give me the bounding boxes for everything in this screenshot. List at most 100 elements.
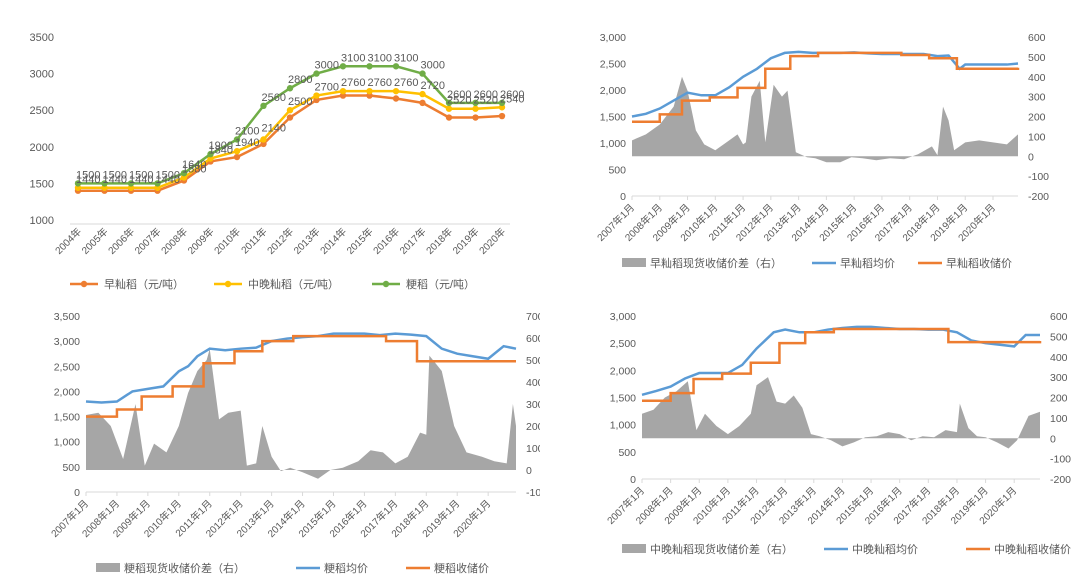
x-tick-label: 2011年 [238,225,269,256]
left-tick-label: 1,500 [54,412,80,424]
data-point [392,95,400,102]
data-label: 1500 [156,169,180,181]
right-tick-label: 500 [1050,331,1068,343]
data-point [339,87,347,95]
left-tick-label: 1,000 [54,437,80,449]
data-label: 2540 [500,93,524,105]
right-tick-label: 300 [526,399,540,411]
data-label: 2100 [235,125,259,137]
y-tick-label: 2500 [30,105,54,117]
y-tick-label: 1000 [30,215,54,227]
data-point [339,63,347,70]
data-label: 2800 [288,74,312,86]
min-price-chart: 1000 1500 2000 2500 3000 3500 2004年 2005年 2006年 2… [0,0,540,300]
legend-marker [382,280,390,288]
data-point [472,105,479,112]
left-tick-label: 2,500 [610,338,636,350]
right-tick-label: 0 [1050,433,1056,445]
right-tick-label: 0 [526,465,532,477]
data-point [445,105,453,112]
left-tick-label: 2,500 [54,361,80,373]
data-point [207,150,214,158]
y-tick-label: 3500 [30,32,54,44]
data-point [339,92,347,99]
left-tick-label: 0 [620,191,626,203]
x-tick-label: 2019年 [450,225,482,257]
legend-label: 早籼稻收储价 [946,256,1012,270]
right-tick-label: 600 [1028,32,1046,44]
left-tick-label: 1,000 [610,420,636,432]
data-label: 1500 [129,169,153,181]
right-tick-label: 500 [1028,52,1046,64]
spread-area [632,76,1018,163]
legend-marker [80,280,88,288]
data-point [445,114,453,121]
left-tick-label: 3,000 [54,336,80,348]
midlate-rice-combo-chart: 0 500 1,000 1,500 2,000 2,500 3,000 -200 -100 0 10… [604,311,1071,556]
early-rice-combo-chart: 0 500 1,000 1,500 2,000 2,500 3,000 -200 -100 0 10… [594,32,1049,270]
data-point [472,99,479,107]
data-point [498,104,506,111]
left-tick-label: 2,000 [54,386,80,398]
data-label: 3000 [315,60,339,72]
data-label: 3100 [394,52,418,64]
data-point [286,85,294,92]
data-label: 2140 [262,123,286,135]
left-tick-label: 0 [630,474,636,486]
right-tick-label: 700 [526,311,540,323]
legend-label: 粳稻现货收储价差（右） [124,561,245,575]
data-point [445,99,453,107]
x-tick-label: 2006年 [105,225,137,257]
data-point [127,184,135,191]
data-label: 2520 [474,95,498,107]
data-point [498,112,506,120]
legend-label: 粳稻均价 [324,561,368,575]
midlate-rice-chart: 0 500 1,000 1,500 2,000 2,500 3,000 -200 -100 0 10… [540,300,1080,577]
storage-price-step [632,51,1020,124]
data-label: 1440 [129,174,153,186]
spread-area [86,349,516,479]
legend-label: 中晚籼稻现货收储价差（右） [650,542,793,556]
data-label: 2500 [288,96,312,108]
data-point [233,153,241,161]
data-label: 2520 [447,95,471,107]
data-label: 1640 [182,159,206,171]
right-tick-label: 300 [1050,372,1068,384]
data-point [101,180,108,187]
data-point [233,147,241,155]
data-point [419,99,426,107]
legend-marker [224,280,232,288]
legend-label: 早籼稻现货收储价差（右） [650,256,782,270]
legend-label: 中晚籼稻均价 [852,543,918,556]
data-label: 1440 [103,174,127,186]
right-tick-label: 400 [1028,72,1046,84]
data-point [498,99,506,107]
data-label: 2760 [341,77,365,89]
japonica-combo-chart: 0 500 1,000 1,500 2,000 2,500 3,000 3,500 -100 0 1… [48,311,547,575]
right-tick-label: 0 [1028,151,1034,163]
x-tick-label: 2017年 [397,225,429,257]
right-tick-label: 600 [1050,311,1068,323]
x-tick-label: 2009年 [185,225,217,257]
data-point [366,63,373,70]
left-tick-label: 2,000 [600,85,626,97]
data-point [260,136,267,143]
data-label: 2600 [447,89,471,101]
x-tick-label: 2007年 [132,225,164,257]
spread-area [642,377,1040,449]
data-label: 2760 [394,77,418,89]
y-tick-label: 3000 [30,69,54,81]
legend-label: 早籼稻均价 [840,257,895,270]
right-tick-label: 100 [1050,413,1068,425]
left-tick-label: 2,000 [610,365,636,377]
left-tick-label: 1,500 [600,112,626,124]
left-tick-label: 0 [74,487,80,499]
left-tick-label: 1,000 [600,138,626,150]
legend-label: 早籼稻（元/吨） [104,278,184,291]
x-tick-label: 2005年 [79,225,111,257]
data-point [260,140,267,148]
data-label: 1440 [76,174,100,186]
data-point [392,63,400,70]
right-tick-label: -200 [1028,191,1049,203]
data-point [286,114,294,121]
